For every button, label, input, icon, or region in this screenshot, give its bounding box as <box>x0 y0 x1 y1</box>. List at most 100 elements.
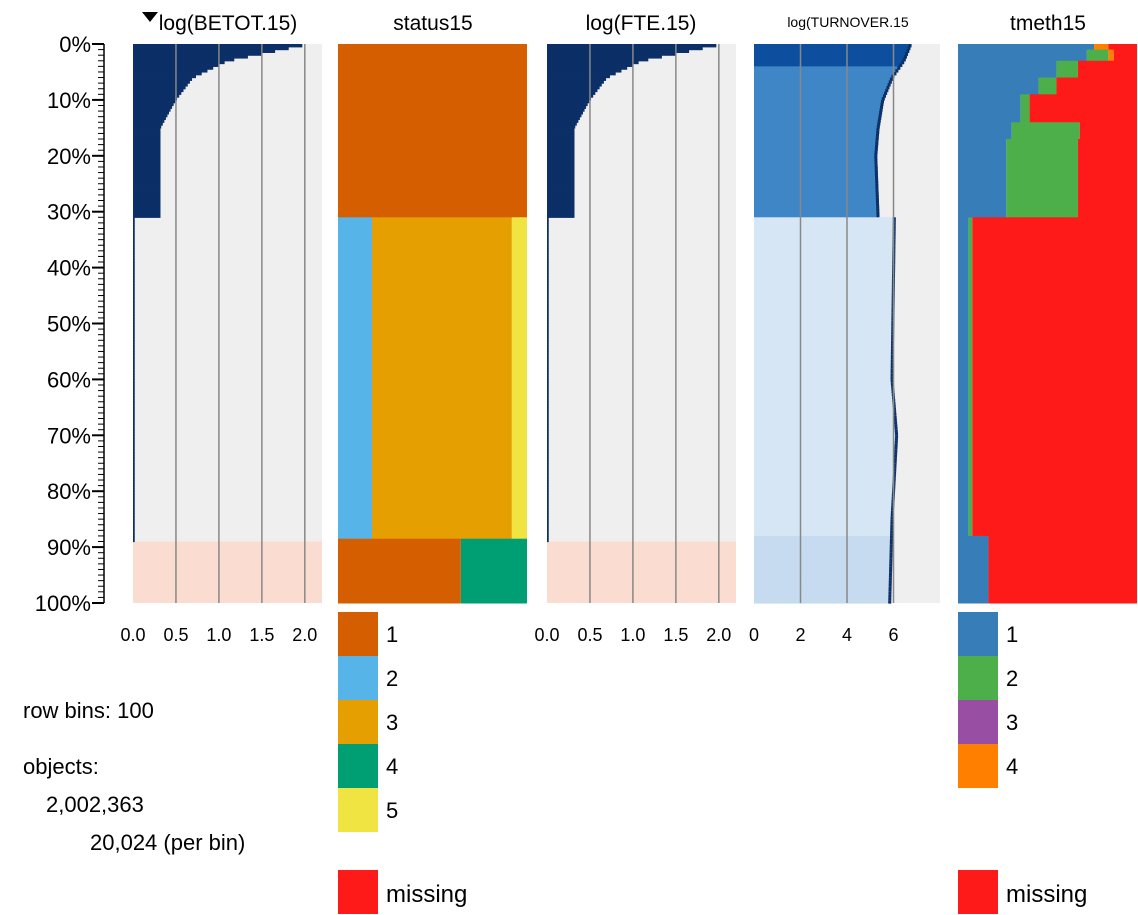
value-bar <box>133 281 135 285</box>
value-bar <box>547 133 575 137</box>
value-bar <box>133 482 135 487</box>
value-bar <box>754 172 878 176</box>
value-bar <box>754 158 878 162</box>
value-bar <box>547 449 549 453</box>
missing-segment <box>1077 139 1137 218</box>
value-bar <box>133 169 161 174</box>
value-bar <box>133 80 190 84</box>
value-bar <box>754 424 898 428</box>
value-bar <box>754 396 896 400</box>
category-segment <box>1020 94 1030 123</box>
mean-marker <box>874 166 878 171</box>
value-bar <box>754 572 892 576</box>
mean-marker <box>893 463 897 467</box>
value-bar <box>754 113 882 118</box>
value-bar <box>133 382 135 386</box>
value-bar <box>754 421 898 425</box>
value-bar <box>754 398 896 403</box>
value-bar <box>133 468 135 473</box>
value-bar <box>547 382 549 386</box>
value-bar <box>754 161 878 165</box>
mean-marker <box>906 49 910 53</box>
value-bar <box>547 166 575 171</box>
mean-marker <box>890 373 894 378</box>
value-bar <box>133 116 166 121</box>
value-bar <box>547 105 587 109</box>
value-bar <box>133 376 135 380</box>
value-bar <box>754 253 896 258</box>
value-bar <box>754 197 879 202</box>
value-bar <box>754 530 894 534</box>
value-bar <box>133 396 135 400</box>
value-bar <box>133 292 135 297</box>
value-bar <box>133 49 276 53</box>
mean-marker <box>887 83 891 87</box>
value-bar <box>133 301 135 305</box>
value-bar <box>133 309 135 313</box>
mean-marker <box>890 351 894 355</box>
value-bar <box>547 264 549 269</box>
category-segment <box>958 44 1095 51</box>
value-bar <box>547 298 549 302</box>
mean-marker <box>893 71 897 76</box>
value-bar <box>547 91 596 95</box>
mean-marker <box>875 186 879 190</box>
value-bar <box>754 153 878 157</box>
value-bar <box>547 337 549 341</box>
objects-label: objects: <box>23 754 99 779</box>
value-bar <box>754 354 894 358</box>
value-bar <box>754 457 897 462</box>
value-bar <box>133 287 135 291</box>
legend-swatch <box>958 656 998 700</box>
value-bar <box>133 144 161 149</box>
value-bar <box>547 236 549 241</box>
category-segment <box>372 217 512 540</box>
value-bar <box>133 365 135 369</box>
value-bar <box>547 530 549 534</box>
value-bar <box>754 77 893 81</box>
value-bar <box>754 535 893 540</box>
value-bar <box>547 220 549 224</box>
value-bar <box>547 379 549 383</box>
legend-missing-label: missing <box>386 881 467 908</box>
value-bar <box>754 315 895 319</box>
value-bar <box>133 189 161 193</box>
value-bar <box>133 348 135 353</box>
value-bar <box>547 197 575 202</box>
value-bar <box>754 337 895 341</box>
value-bar <box>547 262 549 266</box>
value-bar <box>754 580 892 585</box>
value-bar <box>133 217 135 221</box>
legend-label: 1 <box>386 622 398 647</box>
value-bar <box>754 429 898 434</box>
value-bar <box>133 340 135 344</box>
mean-marker <box>874 155 878 160</box>
mean-marker <box>890 521 894 526</box>
mean-marker <box>888 583 892 587</box>
value-bar <box>754 278 895 283</box>
mean-marker <box>890 510 894 515</box>
value-bar <box>133 491 135 495</box>
value-bar <box>133 404 135 408</box>
legend-label: 2 <box>386 666 398 691</box>
value-bar <box>754 147 878 151</box>
missing-segment <box>1113 49 1137 62</box>
value-bar <box>547 256 549 260</box>
y-tick-label: 100% <box>35 591 91 616</box>
legend-swatch <box>338 744 378 788</box>
mean-marker <box>888 572 892 576</box>
value-bar <box>547 368 549 372</box>
value-bar <box>754 591 892 596</box>
value-bar <box>133 214 161 218</box>
col-title-betot: log(BETOT.15) <box>159 12 298 35</box>
legend-label: 4 <box>386 754 398 779</box>
mean-marker <box>876 130 880 135</box>
value-bar <box>754 228 896 232</box>
value-bar <box>133 85 186 90</box>
value-bar <box>547 66 628 70</box>
value-bar <box>133 298 135 302</box>
value-bar <box>547 139 575 143</box>
mean-marker <box>888 586 892 590</box>
value-bar <box>133 71 202 76</box>
